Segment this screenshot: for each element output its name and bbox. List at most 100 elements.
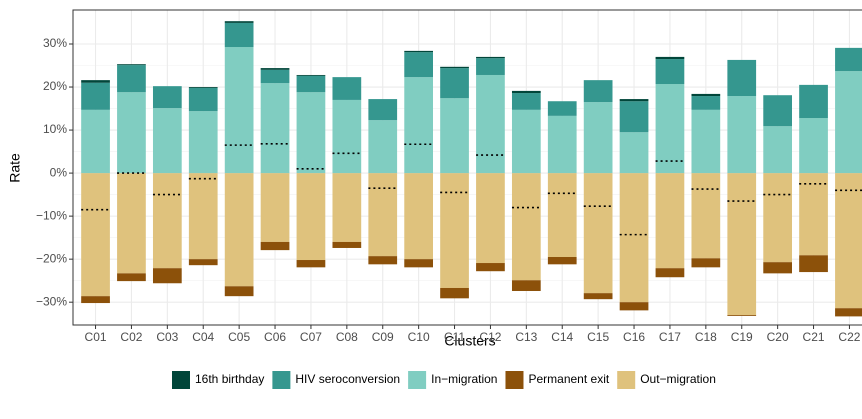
bar-segment: [583, 102, 613, 174]
bar-segment: [835, 47, 862, 72]
bar-segment: [224, 47, 254, 174]
legend-label: In−migration: [431, 372, 497, 386]
bar-segment: [188, 259, 218, 266]
bar-segment: [763, 95, 792, 127]
legend-label: HIV seroconversion: [295, 372, 400, 386]
bar-segment: [511, 109, 541, 174]
bar-segment: [117, 64, 146, 66]
panel-border: [72, 9, 862, 326]
y-tick-label: 10%: [43, 122, 67, 136]
legend-label: Out−migration: [640, 372, 716, 386]
bar-segment: [260, 83, 290, 174]
bar-segment: [404, 52, 433, 78]
bar-segment: [583, 293, 613, 300]
bar-segment: [81, 296, 110, 304]
legend-swatch: [617, 371, 636, 389]
bar-segment: [152, 173, 182, 269]
bar-segment: [619, 99, 649, 102]
x-tick-label: C06: [264, 330, 286, 344]
bar-segment: [224, 173, 254, 287]
bar-segment: [727, 315, 757, 316]
bar-segment: [763, 173, 792, 263]
bar-segment: [404, 50, 433, 53]
legend-label: Permanent exit: [528, 372, 609, 386]
x-tick-label: C20: [767, 330, 789, 344]
bar-segment: [152, 86, 182, 109]
bar-segment: [440, 287, 469, 299]
bar-segment: [440, 98, 469, 174]
bar-segment: [440, 68, 469, 99]
x-tick-label: C04: [192, 330, 214, 344]
bar-segment: [296, 75, 326, 93]
x-tick-label: C19: [731, 330, 753, 344]
bar-segment: [691, 93, 721, 97]
bar-segment: [81, 80, 110, 83]
bar-segment: [547, 257, 577, 265]
bar-segment: [547, 115, 577, 174]
bar-segment: [476, 56, 505, 59]
x-tick-label: C08: [336, 330, 358, 344]
bar-segment: [511, 173, 541, 281]
x-tick-label: C03: [156, 330, 178, 344]
bar-segment: [188, 173, 218, 260]
x-tick-label: C07: [300, 330, 322, 344]
bar-segment: [81, 82, 110, 110]
bar-segment: [368, 99, 398, 121]
bar-segment: [117, 92, 146, 174]
x-tick-label: C18: [695, 330, 717, 344]
bar-segment: [727, 173, 757, 316]
bar-segment: [368, 173, 398, 257]
x-tick-label: C09: [372, 330, 394, 344]
bar-segment: [81, 173, 110, 297]
bar-segment: [763, 126, 792, 174]
bar-segment: [188, 87, 218, 112]
bar-segment: [188, 111, 218, 174]
y-tick-label: 0%: [50, 165, 68, 179]
bar-segment: [835, 173, 862, 309]
x-tick-label: C21: [803, 330, 825, 344]
y-tick-label: 20%: [43, 79, 67, 93]
bar-segment: [188, 87, 218, 88]
bar-segment: [404, 77, 433, 174]
bar-segment: [296, 92, 326, 174]
bar-segment: [763, 262, 792, 274]
bar-segment: [296, 74, 326, 76]
bar-segment: [332, 173, 362, 242]
bar-segment: [117, 273, 146, 282]
bar-segment: [260, 173, 290, 242]
x-tick-label: C02: [120, 330, 142, 344]
bar-segment: [655, 84, 685, 174]
bar-segment: [440, 66, 469, 69]
bar-segment: [799, 118, 828, 174]
bar-segment: [404, 259, 433, 268]
bar-segment: [404, 173, 433, 260]
bar-segment: [799, 173, 828, 256]
x-tick-label: C11: [444, 330, 465, 344]
legend-swatch: [172, 371, 190, 389]
bar-segment: [332, 241, 362, 248]
bar-segment: [296, 173, 326, 261]
bar-segment: [117, 173, 146, 274]
bar-segment: [152, 108, 182, 174]
legend-swatch: [505, 371, 524, 389]
bar-segment: [511, 280, 541, 292]
bar-segment: [583, 80, 613, 103]
bar-segment: [727, 59, 757, 97]
bar-segment: [691, 109, 721, 174]
x-tick-label: C16: [623, 330, 645, 344]
bar-segment: [547, 101, 577, 116]
bar-segment: [368, 120, 398, 174]
bar-segment: [583, 173, 613, 294]
x-tick-label: C15: [587, 330, 609, 344]
y-tick-label: −10%: [36, 208, 67, 222]
bar-segment: [332, 99, 362, 174]
bar-segment: [619, 302, 649, 311]
y-axis-title: Rate: [7, 153, 23, 183]
bar-segment: [835, 71, 862, 174]
x-axis-title: Clusters: [444, 333, 495, 349]
bar-segment: [691, 258, 721, 268]
y-tick-label: −30%: [36, 294, 67, 308]
bar-segment: [260, 241, 290, 251]
bar-segment: [655, 56, 685, 60]
